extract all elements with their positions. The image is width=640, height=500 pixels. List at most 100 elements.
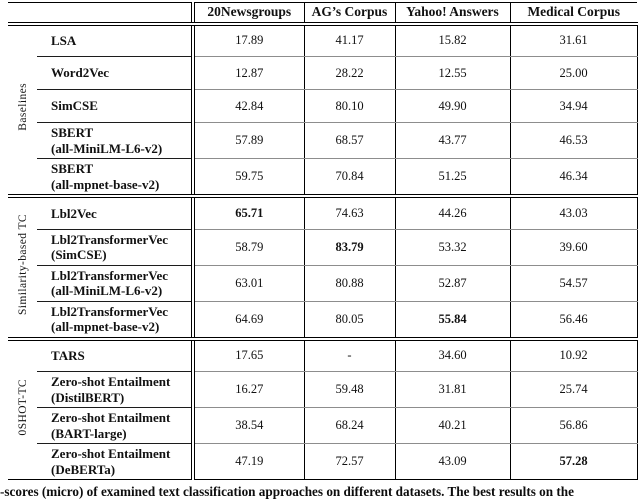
score-cell: 68.24 [303,407,395,444]
group-label-text: Baselines [16,83,29,132]
approach-label-cell: Zero-shot Entailment (DeBERTa) [37,443,193,480]
approach-label-cell: Lbl2Vec [37,196,193,230]
score-cell: 59.75 [191,158,304,198]
score-cell: 63.01 [191,265,304,302]
score-cell: 53.32 [394,229,510,266]
table-row: Zero-shot Entailment (BART-large) 38.54 68.… [8,407,638,444]
score-cell: 44.26 [394,196,510,230]
group-label-cell: Similarity-based TC [8,196,37,341]
column-header-ags-corpus: AG’s Corpus [303,2,395,26]
score-cell: 54.57 [509,265,638,302]
approach-name: SimCSE [51,98,98,114]
group-label-text: 0SHOT-TC [16,379,29,436]
score-cell: 12.87 [191,56,304,90]
table-row: 0SHOT-TC TARS 17.65-34.60 10.92 [8,338,638,480]
score-cell: 59.48 [303,371,395,408]
score-cell: 56.46 [509,301,638,341]
table-row: Lbl2TransformerVec (all-mpnet-base-v2) 64.… [8,301,638,341]
score-cell: 80.88 [303,265,395,302]
approach-name: Lbl2Vec [51,205,97,221]
score-cell: 49.90 [394,89,510,123]
results-table: 20Newsgroups AG’s Corpus Yahoo! Answers … [8,2,638,480]
approach-label-cell: Lbl2TransformerVec (all-MiniLM-L6-v2) [37,265,193,302]
approach-name: Zero-shot Entailment [51,410,171,425]
column-header-medical-corpus: Medical Corpus [509,2,637,26]
score-cell: 46.53 [509,122,638,159]
header-corner-cell [8,2,193,26]
approach-name: Lbl2TransformerVec [51,231,168,247]
group-label-text: Similarity-based TC [16,214,29,316]
score-cell: - [303,338,395,372]
score-cell: 47.19 [191,443,304,480]
table-row: Lbl2TransformerVec (all-MiniLM-L6-v2) 63.0… [8,265,638,302]
score-cell: 38.54 [191,407,304,444]
score-cell: 41.17 [303,23,395,57]
table-row: Lbl2TransformerVec (SimCSE) 58.79 83.79 53.3… [8,229,638,266]
score-cell: 51.25 [394,158,510,198]
score-cell: 43.77 [394,122,510,159]
score-cell: 56.86 [509,407,638,444]
score-cell: 25.74 [509,371,638,408]
score-cell: 15.82 [394,23,510,57]
table-row: Similarity-based TC Lbl2Vec 65.71 74.63 44.2… [8,196,638,341]
score-cell: 31.81 [394,371,510,408]
score-cell: 58.79 [191,229,304,266]
approach-label-cell: Zero-shot Entailment (BART-large) [37,407,193,444]
approach-label-cell: Zero-shot Entailment (DistilBERT) [37,371,193,408]
group-label-cell: Baselines [8,23,37,198]
table-row: SimCSE 42.84 80.10 49.90 34.94 [8,89,638,123]
approach-variant: (all-MiniLM-L6-v2) [51,283,163,298]
approach-name: LSA [51,33,77,48]
score-cell: 10.92 [509,338,638,372]
header-row: 20Newsgroups AG’s Corpus Yahoo! Answers … [8,2,637,26]
score-cell: 80.10 [303,89,395,123]
column-header-20newsgroups: 20Newsgroups [191,2,304,26]
approach-name: Lbl2TransformerVec [51,303,168,319]
score-cell: 57.89 [191,122,304,159]
table-row: SBERT (all-MiniLM-L6-v2) 57.89 68.57 43.77 46… [8,122,638,159]
score-cell: 17.89 [191,23,304,57]
score-cell: 40.21 [394,407,510,444]
score-cell: 34.60 [394,338,510,372]
table-row: Word2Vec 12.87 28.22 12.55 25.00 [8,56,638,90]
score-cell: 39.60 [509,229,638,266]
approach-variant: (DistilBERT) [51,389,125,405]
score-cell: 42.84 [191,89,304,123]
score-cell: 43.09 [394,443,510,480]
score-cell: 34.94 [509,89,638,123]
score-cell: 28.22 [303,56,395,90]
table-row: Baselines LSA 17.89 41.17 15.82 31.61 [8,23,638,198]
approach-variant: (all-mpnet-base-v2) [51,176,160,192]
approach-name: Zero-shot Entailment [51,446,171,461]
approach-label-cell: SBERT (all-mpnet-base-v2) [37,158,193,198]
score-cell: 64.69 [191,301,304,341]
approach-label-cell: SimCSE [37,89,193,123]
score-cell: 70.84 [303,158,395,198]
approach-name: Word2Vec [51,65,110,81]
approach-variant: (SimCSE) [51,247,107,262]
approach-label-cell: Word2Vec [37,56,193,90]
score-cell: 52.87 [394,265,510,302]
score-cell: 57.28 [509,443,638,480]
approach-label-cell: TARS [37,338,193,372]
score-cell: 46.34 [509,158,638,198]
score-cell: 55.84 [394,301,510,341]
approach-label-cell: LSA [37,23,193,57]
score-cell: 12.55 [394,56,510,90]
approach-label-cell: SBERT (all-MiniLM-L6-v2) [37,122,193,159]
score-cell: 80.05 [303,301,395,341]
approach-label-cell: Lbl2TransformerVec (SimCSE) [37,229,193,266]
approach-name: TARS [51,348,85,363]
score-cell: 17.65 [191,338,304,372]
score-cell: 65.71 [191,196,304,230]
approach-name: SBERT [51,125,94,140]
approach-name: SBERT [51,161,94,176]
table-caption: -scores (micro) of examined text classif… [0,484,574,499]
approach-name: Lbl2TransformerVec [51,267,168,283]
score-cell: 83.79 [303,229,395,266]
approach-variant: (all-MiniLM-L6-v2) [51,140,163,156]
score-cell: 72.57 [303,443,395,480]
score-cell: 43.03 [509,196,638,230]
table-row: Zero-shot Entailment (DeBERTa) 47.19 72.57 4… [8,443,638,480]
